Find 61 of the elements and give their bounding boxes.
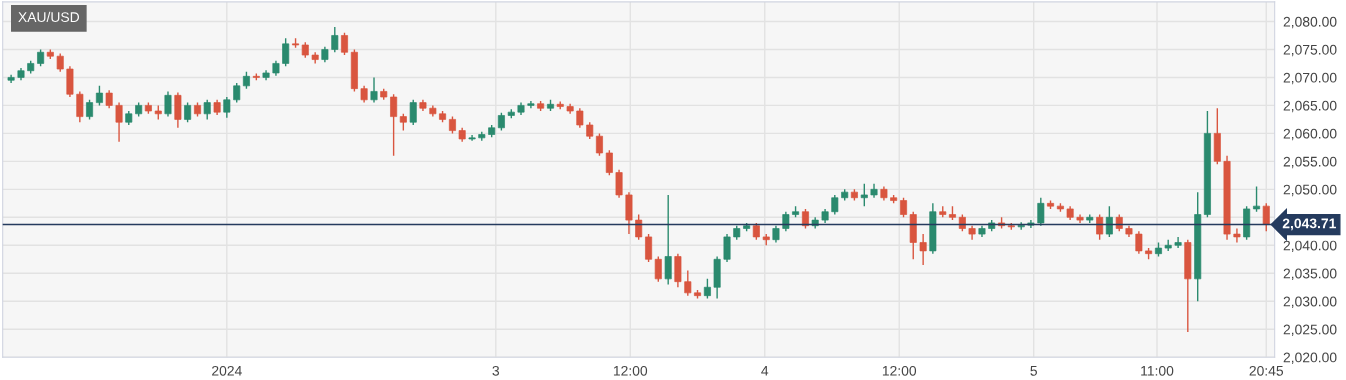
candlestick bbox=[664, 194, 672, 286]
candlestick bbox=[409, 99, 417, 126]
candlestick bbox=[615, 169, 623, 199]
x-tick-label: 2024 bbox=[212, 365, 242, 376]
candlestick bbox=[56, 52, 64, 73]
candlestick bbox=[331, 26, 339, 53]
candlestick bbox=[645, 233, 653, 263]
candlestick bbox=[1135, 230, 1143, 255]
candlestick bbox=[703, 278, 711, 300]
candlestick bbox=[115, 101, 123, 143]
candlestick bbox=[86, 99, 94, 121]
candlestick bbox=[1253, 185, 1261, 213]
candlestick bbox=[860, 183, 868, 207]
x-tick-label: 4 bbox=[761, 366, 769, 376]
candlestick bbox=[801, 208, 809, 230]
candlestick bbox=[1262, 202, 1270, 233]
y-tick-label: 2,020.00 bbox=[1283, 352, 1337, 365]
candlestick bbox=[1037, 197, 1045, 227]
x-tick-label: 12:00 bbox=[882, 365, 917, 376]
y-tick-label: 2,040.00 bbox=[1283, 240, 1337, 253]
candlestick bbox=[919, 233, 927, 266]
x-tick-label: 20:45 bbox=[1249, 365, 1284, 376]
candlestick bbox=[390, 93, 398, 157]
x-tick-label: 11:00 bbox=[1141, 365, 1174, 376]
candlestick bbox=[900, 197, 908, 219]
candlestick bbox=[184, 101, 192, 123]
candlestick bbox=[370, 76, 378, 104]
candlestick bbox=[282, 37, 290, 67]
candlestick bbox=[164, 90, 172, 118]
y-tick-label: 2,070.00 bbox=[1283, 72, 1337, 85]
x-tick-label: 12:00 bbox=[613, 365, 648, 376]
y-tick-label: 2,065.00 bbox=[1283, 100, 1337, 113]
candlestick bbox=[95, 85, 103, 107]
ref-line-label: 2,043.71 bbox=[1282, 218, 1336, 231]
candlestick bbox=[723, 233, 731, 263]
candlestick bbox=[605, 149, 613, 177]
candlestick bbox=[233, 82, 241, 104]
candlestick bbox=[684, 269, 692, 297]
y-tick-label: 2,035.00 bbox=[1283, 268, 1337, 281]
y-tick-label: 2,030.00 bbox=[1283, 296, 1337, 309]
candlestick bbox=[576, 107, 584, 129]
candlestick bbox=[76, 90, 84, 123]
candlestick bbox=[831, 194, 839, 216]
candlestick bbox=[341, 31, 348, 56]
candlestick bbox=[1105, 205, 1113, 238]
y-tick-label: 2,060.00 bbox=[1283, 128, 1337, 141]
x-tick-label: 5 bbox=[1030, 366, 1037, 376]
x-tick-label: 3 bbox=[492, 365, 500, 376]
candlestick bbox=[1096, 213, 1104, 241]
y-tick-label: 2,075.00 bbox=[1283, 44, 1337, 57]
candlestick bbox=[223, 96, 231, 119]
y-tick-label: 2,055.00 bbox=[1283, 156, 1337, 169]
text: XAU/USD bbox=[18, 11, 80, 23]
y-tick-label: 2,050.00 bbox=[1283, 184, 1337, 197]
candlestick bbox=[595, 132, 603, 157]
candlestick bbox=[203, 99, 211, 121]
candlestick bbox=[654, 255, 662, 283]
y-tick-label: 2,080.00 bbox=[1283, 16, 1337, 29]
y-tick-label: 2,025.00 bbox=[1283, 324, 1337, 337]
candlestick bbox=[635, 213, 643, 241]
candlestick bbox=[782, 211, 790, 233]
